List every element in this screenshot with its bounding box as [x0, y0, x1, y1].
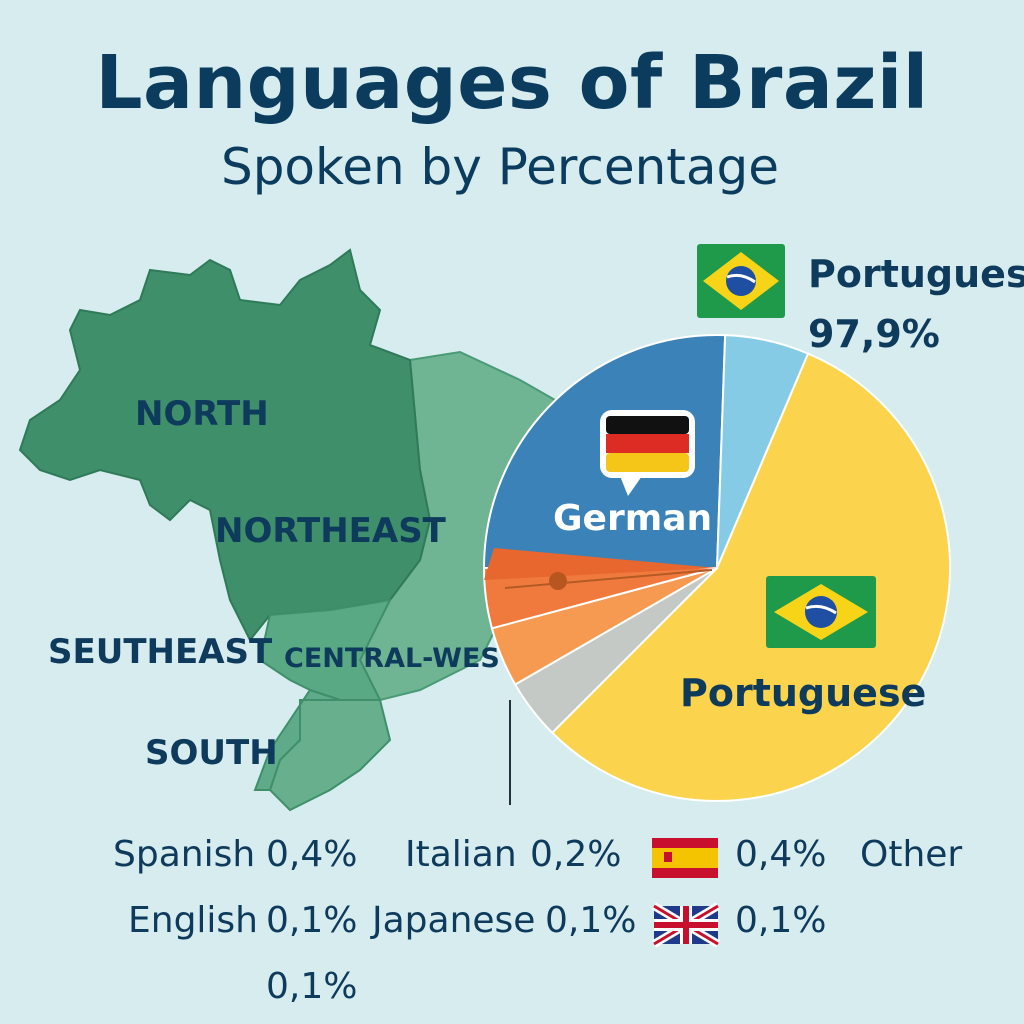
legend-english-pct: 0,1% — [266, 900, 358, 941]
map-region-southwest — [253, 688, 341, 791]
brazil-flag-icon-callout — [697, 244, 785, 318]
pie-slice-accent — [484, 548, 717, 580]
chart-title: Languages of Brazil — [95, 40, 929, 126]
pie-slice-portuguese — [550, 352, 951, 802]
pie-pointer-dot — [549, 572, 567, 590]
callout-portuguese-label: Portuguese — [808, 252, 1024, 296]
legend-other: Other — [860, 834, 963, 875]
region-label-southeast: SEUTHEAST — [48, 632, 273, 672]
pie-label-german: German — [553, 498, 712, 539]
legend-italian: Italian — [405, 834, 517, 875]
brazil-flag-icon — [766, 576, 876, 648]
uk-flag-icon — [651, 902, 721, 948]
legend-spanish: Spanish — [113, 834, 256, 875]
callout-portuguese-pct: 97,9% — [808, 312, 940, 356]
legend-japanese: Japanese — [372, 900, 536, 941]
pie-slice-other — [716, 334, 810, 569]
pie-pointer-line — [504, 569, 713, 589]
chart-subtitle: Spoken by Percentage — [220, 138, 780, 196]
legend-spain-pct: 0,4% — [735, 834, 827, 875]
legend-extra-pct: 0,1% — [266, 966, 358, 1007]
legend-uk-pct: 0,1% — [735, 900, 827, 941]
region-label-north: NORTH — [135, 394, 269, 434]
legend-japanese-pct: 0,1% — [545, 900, 637, 941]
map-region-north — [18, 248, 432, 642]
spain-flag-icon — [652, 838, 718, 878]
legend-spanish-pct: 0,4% — [266, 834, 358, 875]
region-label-centralwest: CENTRAL-WEST — [284, 643, 519, 674]
pie-chart — [482, 334, 951, 802]
german-flag-icon — [600, 410, 695, 496]
region-label-northeast: NORTHEAST — [215, 511, 447, 551]
legend-english: English — [128, 900, 258, 941]
legend-italian-pct: 0,2% — [530, 834, 622, 875]
region-label-south: SOUTH — [145, 733, 278, 773]
pie-label-portuguese: Portuguese — [680, 671, 926, 715]
map-region-south — [268, 699, 392, 812]
brazil-map — [18, 248, 562, 812]
